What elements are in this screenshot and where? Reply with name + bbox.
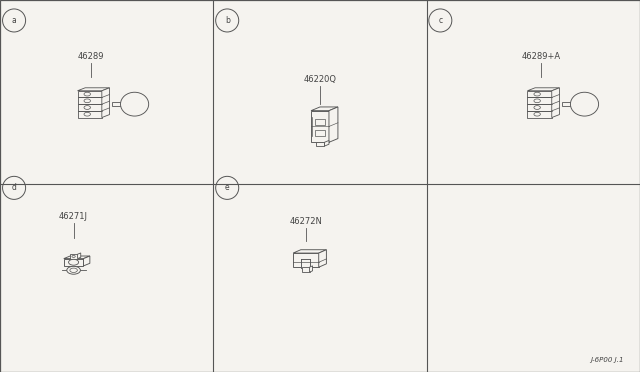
Polygon shape: [77, 111, 102, 118]
Circle shape: [84, 112, 90, 116]
Polygon shape: [102, 88, 109, 118]
Polygon shape: [64, 259, 83, 266]
Polygon shape: [311, 111, 329, 142]
Polygon shape: [315, 130, 325, 136]
Polygon shape: [311, 107, 338, 111]
Text: J-6P00 J.1: J-6P00 J.1: [591, 357, 624, 363]
Circle shape: [70, 268, 77, 272]
Polygon shape: [77, 97, 102, 104]
Polygon shape: [77, 88, 109, 91]
Text: a: a: [12, 16, 17, 25]
Polygon shape: [527, 97, 552, 104]
Text: c: c: [438, 16, 442, 25]
Polygon shape: [301, 259, 310, 268]
Polygon shape: [83, 256, 90, 266]
Polygon shape: [319, 250, 326, 267]
Ellipse shape: [570, 92, 598, 116]
Polygon shape: [527, 104, 552, 111]
Polygon shape: [77, 253, 81, 259]
Circle shape: [84, 92, 90, 96]
Polygon shape: [112, 102, 126, 106]
Text: e: e: [225, 183, 230, 192]
Polygon shape: [527, 111, 552, 118]
Circle shape: [534, 99, 540, 103]
Circle shape: [534, 106, 540, 109]
Ellipse shape: [120, 92, 148, 116]
Circle shape: [534, 92, 540, 96]
Circle shape: [84, 99, 90, 103]
Polygon shape: [310, 266, 312, 272]
Polygon shape: [324, 140, 329, 146]
Polygon shape: [527, 91, 552, 97]
Polygon shape: [316, 142, 324, 146]
Polygon shape: [293, 253, 319, 267]
Polygon shape: [77, 104, 102, 111]
Polygon shape: [302, 267, 310, 272]
Polygon shape: [562, 102, 576, 106]
Text: 46289: 46289: [77, 52, 104, 61]
Polygon shape: [552, 88, 559, 118]
Text: 46272N: 46272N: [289, 217, 323, 226]
Polygon shape: [70, 254, 77, 259]
Text: 46271J: 46271J: [59, 212, 88, 221]
Polygon shape: [64, 256, 90, 259]
Text: b: b: [225, 16, 230, 25]
Polygon shape: [293, 250, 326, 253]
Circle shape: [72, 256, 76, 257]
Polygon shape: [77, 91, 102, 97]
Circle shape: [68, 259, 79, 265]
Polygon shape: [315, 119, 325, 125]
Text: d: d: [12, 183, 17, 192]
Polygon shape: [329, 107, 338, 142]
Circle shape: [67, 266, 81, 274]
Circle shape: [534, 112, 540, 116]
Polygon shape: [527, 88, 559, 91]
Text: 46220Q: 46220Q: [303, 75, 337, 84]
Text: 46289+A: 46289+A: [521, 52, 561, 61]
Circle shape: [84, 106, 90, 109]
